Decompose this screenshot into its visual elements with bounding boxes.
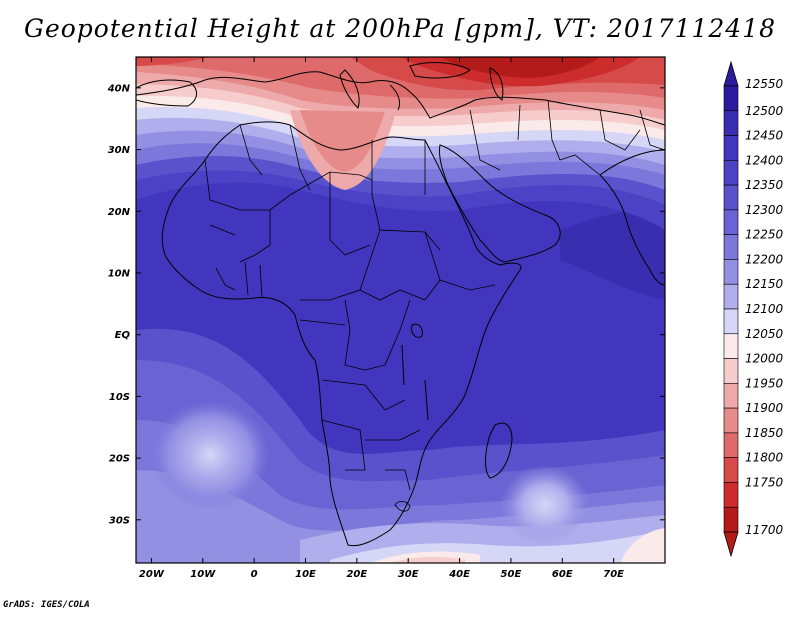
map-frame	[135, 56, 666, 564]
lat-tick-label: 10S	[109, 392, 130, 403]
lon-tick-label: 0	[251, 569, 258, 580]
lon-tick-label: 10W	[190, 569, 216, 580]
colorbar-swatch	[723, 482, 739, 508]
lat-tick-label: 30N	[108, 145, 131, 156]
colorbar-label: 11750	[745, 475, 784, 489]
lon-tick-label: 40E	[448, 569, 470, 580]
height-field	[136, 57, 665, 563]
lon-tick-label: 20E	[346, 569, 367, 580]
colorbar-label: 12400	[745, 153, 784, 167]
colorbar-swatch	[723, 308, 739, 335]
lat-tick-label: 10N	[108, 268, 131, 279]
lon-axis: 20W 10W 0 10E 20E 30E 40E 50E 60E 70E	[139, 57, 624, 580]
colorbar-label: 12200	[745, 252, 784, 266]
colorbar-label: 12100	[745, 302, 784, 316]
chart-title: Geopotential Height at 200hPa [gpm], VT:…	[23, 14, 777, 43]
grads-credit: GrADS: IGES/COLA	[3, 600, 90, 610]
colorbar-label: 11800	[745, 451, 784, 465]
lon-tick-label: 20W	[139, 569, 165, 580]
lon-tick-label: 60E	[552, 569, 573, 580]
colorbar-swatch	[723, 184, 739, 211]
colorbar-swatch	[723, 160, 739, 186]
colorbar-label: 11700	[745, 523, 784, 537]
colorbar-swatch	[723, 234, 739, 260]
lat-tick-label: 20N	[108, 207, 131, 218]
colorbar-extend-min	[723, 531, 739, 558]
colorbar-swatch	[723, 85, 739, 112]
colorbar-swatch	[723, 110, 739, 136]
colorbar-swatch	[723, 209, 739, 235]
colorbar-label: 12350	[745, 178, 784, 192]
lon-tick-label: 50E	[501, 569, 522, 580]
country-borders	[204, 99, 665, 512]
lat-tick-label: 20S	[109, 454, 130, 465]
colorbar-label: 12450	[745, 129, 784, 143]
colorbar-label: 11950	[745, 376, 784, 390]
colorbar-label: 11900	[745, 401, 784, 415]
colorbar-swatch	[723, 383, 739, 409]
colorbar-label: 12300	[745, 203, 784, 217]
lat-axis: 40N 30N 20N 10N EQ 10S 20S 30S	[107, 83, 665, 526]
colorbar-swatch	[723, 358, 739, 384]
colorbar-swatch	[723, 432, 739, 458]
colorbar-label: 12550	[745, 77, 784, 91]
colorbar-label: 12500	[745, 104, 784, 118]
colorbar: 12550 12500 12450 12400 12350 12300 12250 12200…	[723, 60, 784, 558]
lon-tick-label: 70E	[603, 569, 624, 580]
colorbar-swatch	[723, 259, 739, 285]
lon-tick-label: 30E	[398, 569, 419, 580]
colorbar-extend-max	[723, 60, 739, 87]
colorbar-swatch	[723, 283, 739, 310]
colorbar-swatch	[723, 333, 739, 359]
lat-tick-label: 40N	[107, 83, 131, 94]
colorbar-swatch	[723, 457, 739, 483]
colorbar-label: 12150	[745, 277, 784, 291]
colorbar-label: 11850	[745, 426, 784, 440]
lon-tick-label: 10E	[295, 569, 316, 580]
coastlines	[136, 62, 665, 547]
colorbar-label: 12250	[745, 228, 784, 242]
colorbar-swatch	[723, 135, 739, 161]
lat-tick-label: 30S	[109, 515, 130, 526]
colorbar-swatch	[723, 407, 739, 434]
colorbar-label: 12000	[745, 352, 784, 366]
lat-tick-label: EQ	[115, 330, 131, 341]
colorbar-swatch	[723, 506, 739, 533]
colorbar-label: 12050	[745, 327, 784, 341]
